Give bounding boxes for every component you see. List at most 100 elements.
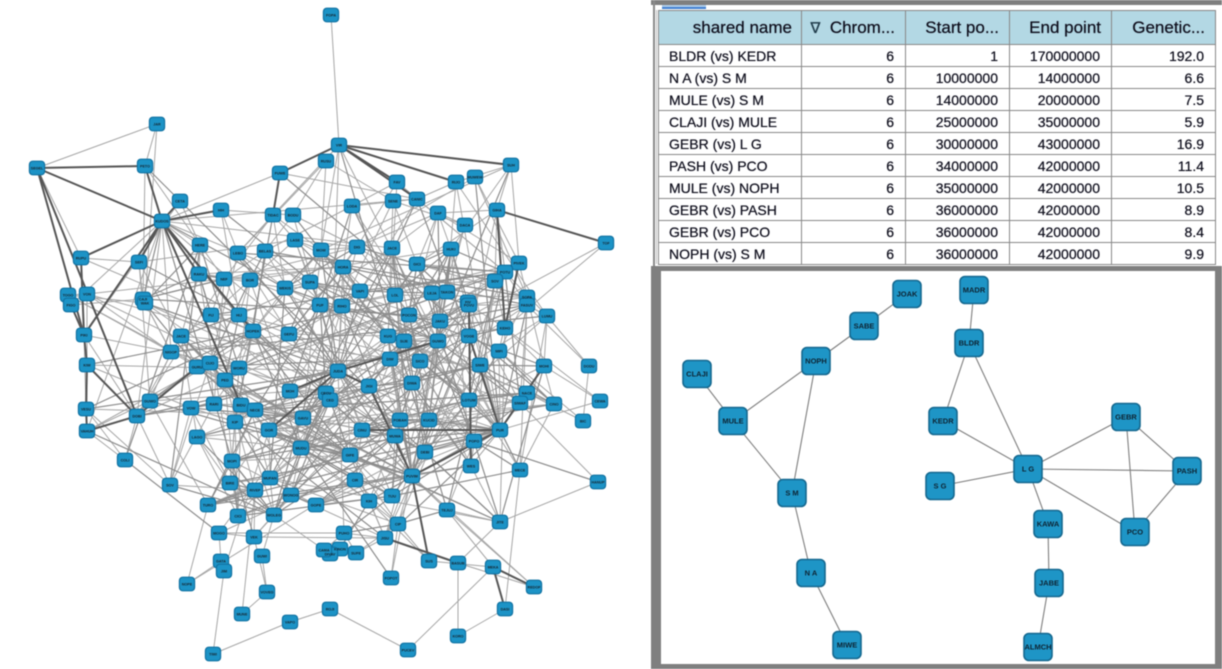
svg-text:FIGO: FIGO <box>66 303 75 307</box>
svg-text:SOV: SOV <box>491 279 499 283</box>
svg-text:NIGOP: NIGOP <box>165 350 177 354</box>
svg-text:KEHO: KEHO <box>500 326 511 330</box>
svg-text:BLDR: BLDR <box>959 339 980 348</box>
svg-text:CETA: CETA <box>175 199 185 203</box>
svg-text:RUSU: RUSU <box>321 159 332 163</box>
svg-text:NOPH: NOPH <box>805 357 827 366</box>
svg-text:POCON: POCON <box>402 313 416 317</box>
svg-text:KIP: KIP <box>232 420 239 424</box>
svg-text:PIVEK: PIVEK <box>513 261 524 265</box>
svg-text:JISU: JISU <box>381 536 390 540</box>
svg-text:CICI: CICI <box>234 514 241 518</box>
svg-text:GUWI: GUWI <box>257 554 267 558</box>
svg-text:CIP: CIP <box>395 522 402 526</box>
svg-text:TOGO: TOGO <box>63 293 74 297</box>
svg-text:COLI: COLI <box>121 458 130 462</box>
svg-text:KUDOS: KUDOS <box>155 219 169 223</box>
svg-text:PIKI: PIKI <box>80 333 87 337</box>
svg-text:GICI: GICI <box>413 262 421 266</box>
svg-text:TEJUJ: TEJUJ <box>441 508 452 512</box>
svg-text:VOW: VOW <box>187 406 196 410</box>
svg-text:VIR: VIR <box>336 143 342 147</box>
svg-text:HIH: HIH <box>218 208 225 212</box>
svg-text:HUKI: HUKI <box>446 247 455 251</box>
svg-text:JAKU: JAKU <box>435 319 445 323</box>
svg-text:VAPO: VAPO <box>285 620 295 624</box>
svg-text:MOW: MOW <box>316 248 326 252</box>
svg-text:VAHUH: VAHUH <box>81 429 94 433</box>
svg-text:BIRE: BIRE <box>226 481 235 485</box>
svg-text:MUWEW: MUWEW <box>467 175 483 179</box>
svg-text:WEKIS: WEKIS <box>279 286 292 290</box>
svg-text:HORA: HORA <box>338 265 349 269</box>
svg-text:FUWE: FUWE <box>275 171 286 175</box>
svg-text:KUCID: KUCID <box>423 418 435 422</box>
svg-text:TIJU: TIJU <box>388 494 396 498</box>
svg-text:JABE: JABE <box>1039 579 1059 588</box>
svg-text:CAJI: CAJI <box>139 297 147 301</box>
svg-text:SUPA: SUPA <box>305 280 315 284</box>
svg-text:CINO: CINO <box>549 402 558 406</box>
svg-text:S M: S M <box>785 489 798 498</box>
svg-text:LOL: LOL <box>391 293 399 297</box>
svg-text:LOTUW: LOTUW <box>462 398 476 402</box>
svg-text:N A: N A <box>805 569 818 578</box>
svg-text:SUS: SUS <box>425 559 433 563</box>
svg-text:BODU: BODU <box>288 213 299 217</box>
svg-text:VEK: VEK <box>250 535 258 539</box>
svg-text:WAK: WAK <box>141 301 150 305</box>
svg-text:JACE: JACE <box>387 246 397 250</box>
svg-text:CIR: CIR <box>352 478 359 482</box>
svg-text:GIHA: GIHA <box>492 208 502 212</box>
svg-text:SIWAF: SIWAF <box>514 401 526 405</box>
svg-text:LAGO: LAGO <box>192 435 203 439</box>
svg-text:BASUB: BASUB <box>451 561 464 565</box>
svg-text:WONOG: WONOG <box>284 493 299 497</box>
svg-text:FASUV: FASUV <box>521 303 534 307</box>
svg-text:PCO: PCO <box>1127 528 1143 537</box>
svg-text:LEJA: LEJA <box>427 291 437 295</box>
svg-text:DIG: DIG <box>354 245 361 249</box>
svg-text:NOPE: NOPE <box>182 582 193 586</box>
svg-text:MADR: MADR <box>963 286 986 295</box>
svg-text:HIJ: HIJ <box>236 313 242 317</box>
svg-text:GEFU: GEFU <box>284 332 295 336</box>
svg-text:SIJE: SIJE <box>400 339 409 343</box>
svg-text:CLAJI: CLAJI <box>686 370 708 379</box>
svg-text:SEFI: SEFI <box>135 260 143 264</box>
svg-text:REDOF: REDOF <box>528 585 542 589</box>
svg-text:GATA: GATA <box>216 559 226 563</box>
svg-text:MEKA: MEKA <box>488 565 499 569</box>
svg-text:CIJO: CIJO <box>206 361 215 365</box>
svg-text:JUDA: JUDA <box>333 369 343 373</box>
svg-text:TIDAC: TIDAC <box>267 213 279 217</box>
svg-text:HOPEK: HOPEK <box>246 329 259 333</box>
svg-text:PUVIM: PUVIM <box>406 474 418 478</box>
svg-text:CINU: CINU <box>357 428 366 432</box>
svg-text:TURO: TURO <box>203 503 214 507</box>
svg-text:WOLEG: WOLEG <box>267 513 281 517</box>
svg-text:VAPI: VAPI <box>356 289 364 293</box>
svg-text:RARI: RARI <box>209 402 218 406</box>
svg-text:MUNE: MUNE <box>237 612 248 616</box>
svg-text:MIWE: MIWE <box>837 641 857 650</box>
svg-text:MOHI: MOHI <box>539 364 549 368</box>
svg-text:DAF: DAF <box>434 211 442 215</box>
svg-text:KIW: KIW <box>83 363 91 367</box>
svg-text:FOPA: FOPA <box>326 13 336 17</box>
svg-text:SABE: SABE <box>854 322 875 331</box>
svg-text:POTU: POTU <box>500 270 511 274</box>
svg-text:VON: VON <box>83 292 91 296</box>
svg-text:JIGI: JIGI <box>366 384 373 388</box>
svg-text:PUHO: PUHO <box>339 531 350 535</box>
svg-text:FAV: FAV <box>394 180 401 184</box>
svg-text:KAWA: KAWA <box>1037 520 1060 529</box>
svg-text:JACE: JACE <box>176 334 186 338</box>
svg-text:MULE: MULE <box>722 417 743 426</box>
svg-text:SEGEL: SEGEL <box>31 166 44 170</box>
svg-text:ALMCH: ALMCH <box>1024 643 1051 652</box>
svg-text:LUMU: LUMU <box>542 314 553 318</box>
svg-text:SIWE: SIWE <box>475 363 485 367</box>
svg-text:VOGE: VOGE <box>464 334 475 338</box>
svg-text:CANIC: CANIC <box>411 197 423 201</box>
